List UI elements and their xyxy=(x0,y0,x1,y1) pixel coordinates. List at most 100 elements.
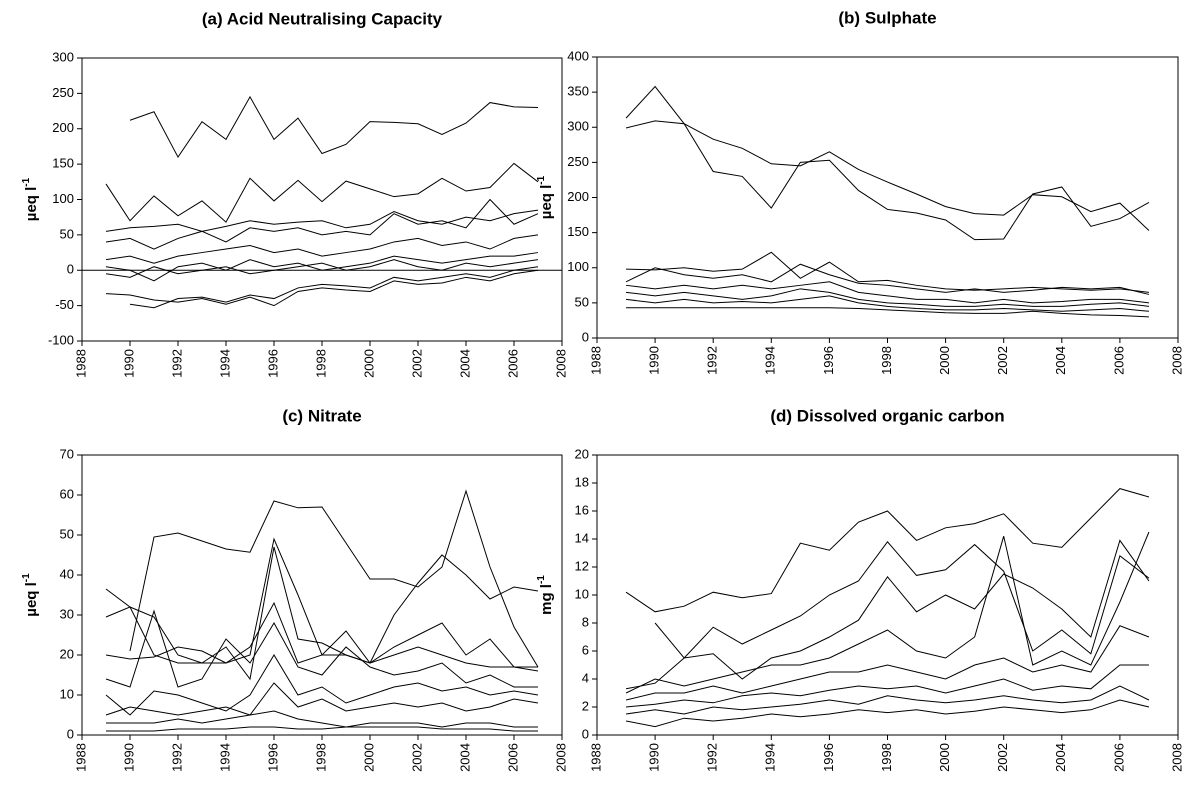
y-tick-label: 350 xyxy=(567,84,589,99)
series-line xyxy=(625,541,1150,690)
panel: (d) Dissolved organic carbon mg l-1 0 2 4 6 8 1… xyxy=(536,406,1185,771)
x-tick-label: 2000 xyxy=(361,349,376,378)
x-tick-label: 2008 xyxy=(553,743,568,772)
x-tick-label: 2004 xyxy=(457,349,472,378)
y-tick-label: 400 xyxy=(567,48,589,63)
series-line xyxy=(129,266,539,309)
x-tick-label: 1998 xyxy=(313,743,328,772)
y-axis-label-text: mg l xyxy=(538,584,555,615)
x-tick-label: 1996 xyxy=(821,743,836,772)
series-line xyxy=(105,654,539,716)
x-tick-label: 2006 xyxy=(1111,743,1126,772)
chart-title: (d) Dissolved organic carbon xyxy=(770,406,1004,425)
x-tick-label: 2000 xyxy=(937,743,952,772)
series-line xyxy=(105,259,539,278)
y-tick-label: 50 xyxy=(575,294,589,309)
y-tick-label: 20 xyxy=(575,446,589,461)
y-axis-label-superscript: -1 xyxy=(536,175,547,184)
x-tick-label: 2006 xyxy=(505,349,520,378)
y-tick-label: 30 xyxy=(60,606,74,621)
series-line xyxy=(625,531,1150,694)
series-line xyxy=(105,546,538,681)
chart-title: (c) Nitrate xyxy=(282,406,361,425)
y-axis-label: µeq l-1 xyxy=(21,573,40,617)
y-tick-label: 10 xyxy=(575,586,589,601)
x-tick-label: 1992 xyxy=(169,349,184,378)
x-tick-label: 1998 xyxy=(313,349,328,378)
y-axis-label-superscript: -1 xyxy=(21,177,32,186)
x-tick-label: 2002 xyxy=(995,743,1010,772)
y-tick-label: 150 xyxy=(567,224,589,239)
y-tick-label: -100 xyxy=(48,332,74,347)
y-tick-label: 20 xyxy=(60,646,74,661)
series-line xyxy=(625,85,1150,231)
y-axis-label-superscript: -1 xyxy=(536,575,547,584)
series-line xyxy=(106,710,538,728)
series-line xyxy=(625,263,1150,295)
y-tick-label: 70 xyxy=(60,446,74,461)
x-tick-label: 2006 xyxy=(505,743,520,772)
series-line xyxy=(625,120,1150,241)
plot-frame xyxy=(81,454,563,736)
y-tick-label: 300 xyxy=(52,49,74,64)
x-tick-label: 2002 xyxy=(409,349,424,378)
series-line xyxy=(105,198,539,250)
y-tick-label: 250 xyxy=(567,154,589,169)
x-tick-label: 2000 xyxy=(361,743,376,772)
series-line xyxy=(625,699,1150,728)
x-tick-label: 1998 xyxy=(879,743,894,772)
y-tick-label: 50 xyxy=(60,226,74,241)
y-axis-label-superscript: -1 xyxy=(21,573,32,582)
x-tick-label: 2004 xyxy=(1053,743,1068,772)
x-tick-label: 1990 xyxy=(121,349,136,378)
y-axis-label: µeq l-1 xyxy=(536,175,555,219)
x-tick-label: 1988 xyxy=(73,743,88,772)
series-line xyxy=(105,209,539,232)
series-line xyxy=(105,162,539,223)
series-line xyxy=(625,488,1150,613)
series-line xyxy=(626,251,1150,293)
series-line xyxy=(105,537,539,664)
series-line xyxy=(129,489,539,668)
y-tick-label: 12 xyxy=(575,558,589,573)
y-tick-label: 60 xyxy=(60,486,74,501)
chart-title: (b) Sulphate xyxy=(838,8,936,27)
x-tick-label: 1996 xyxy=(265,743,280,772)
x-tick-label: 2006 xyxy=(1111,346,1126,375)
series-line xyxy=(626,307,1149,318)
chart-title: (a) Acid Neutralising Capacity xyxy=(202,9,443,28)
y-tick-label: 100 xyxy=(567,259,589,274)
series-line xyxy=(105,252,539,282)
x-tick-label: 1990 xyxy=(647,346,662,375)
y-axis-label: µeq l-1 xyxy=(21,177,40,221)
x-tick-label: 2002 xyxy=(995,346,1010,375)
x-tick-label: 1994 xyxy=(763,346,778,375)
x-tick-label: 2002 xyxy=(409,743,424,772)
y-tick-label: 0 xyxy=(67,262,74,277)
series-line xyxy=(105,682,539,716)
y-tick-label: 0 xyxy=(582,726,589,741)
y-tick-label: -50 xyxy=(55,297,74,312)
x-tick-label: 1996 xyxy=(821,346,836,375)
y-tick-label: 16 xyxy=(575,502,589,517)
x-tick-label: 1988 xyxy=(73,349,88,378)
series-line xyxy=(626,664,1149,708)
x-tick-label: 2008 xyxy=(553,349,568,378)
x-tick-label: 2008 xyxy=(1169,743,1184,772)
y-tick-label: 150 xyxy=(52,156,74,171)
y-tick-label: 2 xyxy=(582,698,589,713)
y-tick-label: 200 xyxy=(567,189,589,204)
series-line xyxy=(105,269,539,307)
y-tick-label: 10 xyxy=(60,686,74,701)
y-axis-label: mg l-1 xyxy=(536,575,555,615)
y-tick-label: 6 xyxy=(582,642,589,657)
x-tick-label: 1992 xyxy=(705,346,720,375)
y-tick-label: 200 xyxy=(52,120,74,135)
y-tick-label: 0 xyxy=(582,329,589,344)
x-tick-label: 1996 xyxy=(265,349,280,378)
series-line xyxy=(625,685,1150,715)
x-tick-label: 1988 xyxy=(588,743,603,772)
